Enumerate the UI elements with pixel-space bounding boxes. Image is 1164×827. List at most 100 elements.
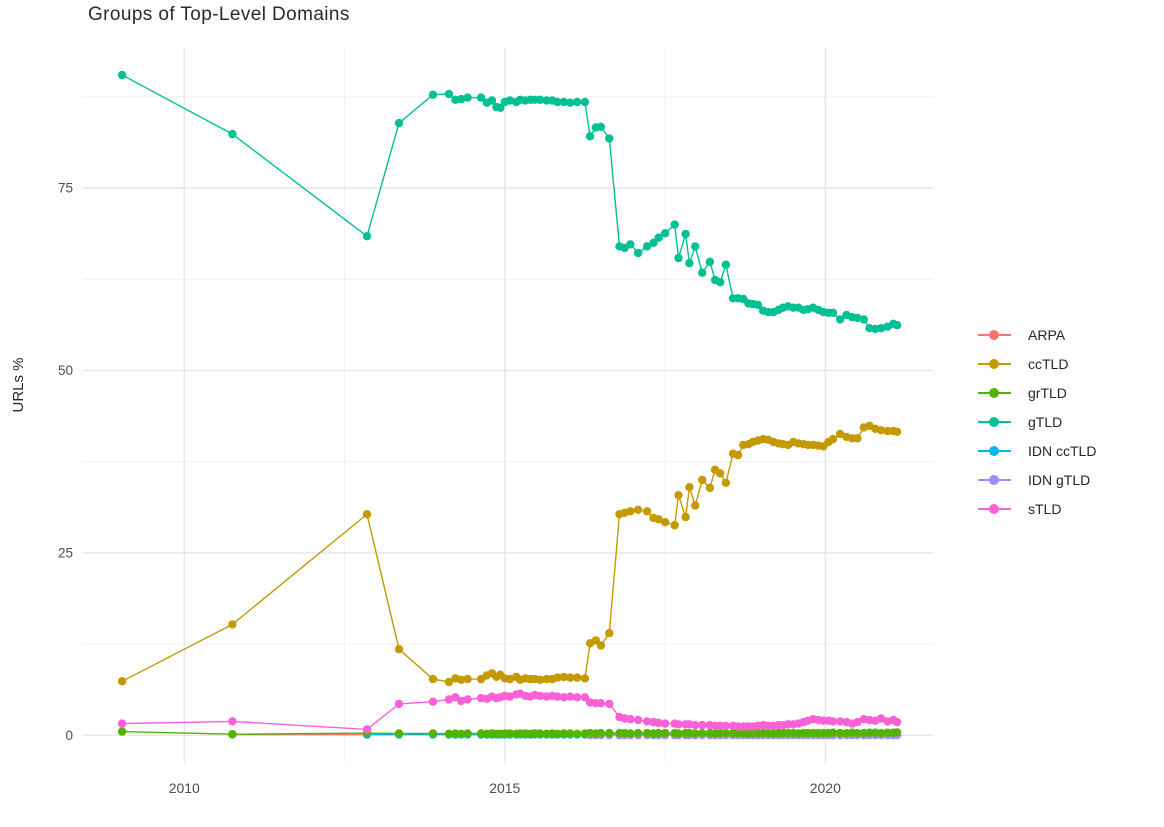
legend-label: gTLD xyxy=(1028,413,1063,430)
series-point-sTLD xyxy=(674,720,683,729)
legend-item-ccTLD: ccTLD xyxy=(978,349,1096,378)
series-point-sTLD xyxy=(535,691,545,701)
series-point-sTLD xyxy=(660,719,670,728)
series-point-sTLD xyxy=(566,692,575,701)
series-point-gTLD xyxy=(487,96,497,105)
series-point-sTLD xyxy=(457,696,466,706)
series-point-ccTLD xyxy=(573,673,582,682)
series-point-gTLD xyxy=(463,93,472,102)
series-point-sTLD xyxy=(580,693,590,702)
series-point-ccTLD xyxy=(591,636,600,645)
legend-key-icon xyxy=(978,416,1011,427)
series-point-gTLD xyxy=(596,122,606,131)
series-point-gTLD xyxy=(716,278,725,287)
series-point-gTLD xyxy=(362,232,372,241)
series-point-gTLD xyxy=(654,233,663,242)
series-point-sTLD xyxy=(633,715,643,725)
series-point-gTLD xyxy=(428,90,438,99)
series-point-gTLD xyxy=(649,238,658,247)
series-point-ccTLD xyxy=(559,672,568,682)
series-point-ccTLD xyxy=(457,675,466,684)
series-point-ccTLD xyxy=(674,491,683,500)
x-tick-label: 2015 xyxy=(489,780,520,796)
legend-key-icon xyxy=(978,329,1011,340)
legend-item-sTLD: sTLD xyxy=(978,494,1096,523)
series-point-gTLD xyxy=(859,315,868,324)
legend-item-gTLD: gTLD xyxy=(978,407,1096,436)
series-point-gTLD xyxy=(705,257,715,266)
x-tick-label: 2020 xyxy=(810,780,841,796)
series-point-ccTLD xyxy=(394,645,404,654)
series-point-ccTLD xyxy=(853,434,862,443)
series-point-sTLD xyxy=(654,718,663,728)
series-point-sTLD xyxy=(362,725,372,734)
legend-label: IDN gTLD xyxy=(1028,471,1091,488)
series-point-gTLD xyxy=(660,229,670,238)
series-point-sTLD xyxy=(626,715,635,724)
series-point-grTLD xyxy=(605,728,614,738)
series-point-gTLD xyxy=(394,118,404,128)
series-point-ccTLD xyxy=(828,434,838,444)
legend-label: ccTLD xyxy=(1028,355,1069,372)
series-point-ccTLD xyxy=(633,505,643,514)
series-point-grTLD xyxy=(505,729,515,738)
series-point-grTLD xyxy=(642,728,652,738)
series-point-ccTLD xyxy=(691,501,700,510)
series-point-gTLD xyxy=(721,260,731,269)
series-point-grTLD xyxy=(228,730,237,739)
series-point-sTLD xyxy=(463,695,472,704)
series-point-gTLD xyxy=(505,96,515,105)
series-point-grTLD xyxy=(835,728,845,738)
series-point-gTLD xyxy=(559,97,568,107)
series-point-ccTLD xyxy=(642,507,652,516)
series-point-ccTLD xyxy=(705,483,715,493)
series-point-grTLD xyxy=(892,728,902,737)
series-point-grTLD xyxy=(876,728,886,738)
series-point-sTLD xyxy=(553,692,562,701)
legend-label: ARPA xyxy=(1028,326,1066,343)
series-point-gTLD xyxy=(626,240,635,249)
series-point-ccTLD xyxy=(660,518,670,527)
series-point-ccTLD xyxy=(892,427,902,436)
series-point-ccTLD xyxy=(362,510,372,519)
series-point-sTLD xyxy=(505,692,515,701)
legend-item-grTLD: grTLD xyxy=(978,378,1096,407)
series-point-grTLD xyxy=(633,728,643,738)
series-point-gTLD xyxy=(828,308,838,317)
series-point-ccTLD xyxy=(733,450,743,460)
series-point-ccTLD xyxy=(626,507,635,516)
series-point-gTLD xyxy=(496,103,505,113)
series-point-gTLD xyxy=(117,70,127,80)
series-point-grTLD xyxy=(721,728,731,738)
series-point-sTLD xyxy=(835,717,845,726)
series-point-ccTLD xyxy=(716,469,725,478)
series-line-gTLD xyxy=(121,74,898,330)
series-point-gTLD xyxy=(553,97,562,107)
series-point-gTLD xyxy=(691,242,700,251)
series-point-sTLD xyxy=(596,699,606,708)
series-point-gTLD xyxy=(457,94,466,104)
legend-key-icon xyxy=(978,445,1011,456)
legend-item-ARPA: ARPA xyxy=(978,320,1096,349)
series-point-grTLD xyxy=(566,729,575,738)
series-point-sTLD xyxy=(444,695,454,704)
series-point-grTLD xyxy=(117,727,127,736)
legend-label: grTLD xyxy=(1028,384,1067,401)
series-point-sTLD xyxy=(228,717,237,726)
series-point-ccTLD xyxy=(654,515,663,524)
series-point-sTLD xyxy=(428,697,438,706)
legend: ARPA ccTLD grTLD gTLD IDN ccTLD IDN gTLD sTLD xyxy=(978,320,1096,523)
series-point-grTLD xyxy=(428,729,438,738)
series-point-gTLD xyxy=(642,242,652,251)
series-point-ccTLD xyxy=(228,620,237,629)
series-point-ccTLD xyxy=(698,475,707,485)
series-point-ccTLD xyxy=(835,429,845,439)
series-point-grTLD xyxy=(444,729,454,738)
series-point-gTLD xyxy=(835,315,845,324)
legend-key-icon xyxy=(978,474,1011,485)
series-point-gTLD xyxy=(566,98,575,107)
legend-key-icon xyxy=(978,358,1011,369)
series-point-grTLD xyxy=(654,728,663,738)
series-point-gTLD xyxy=(681,229,690,239)
